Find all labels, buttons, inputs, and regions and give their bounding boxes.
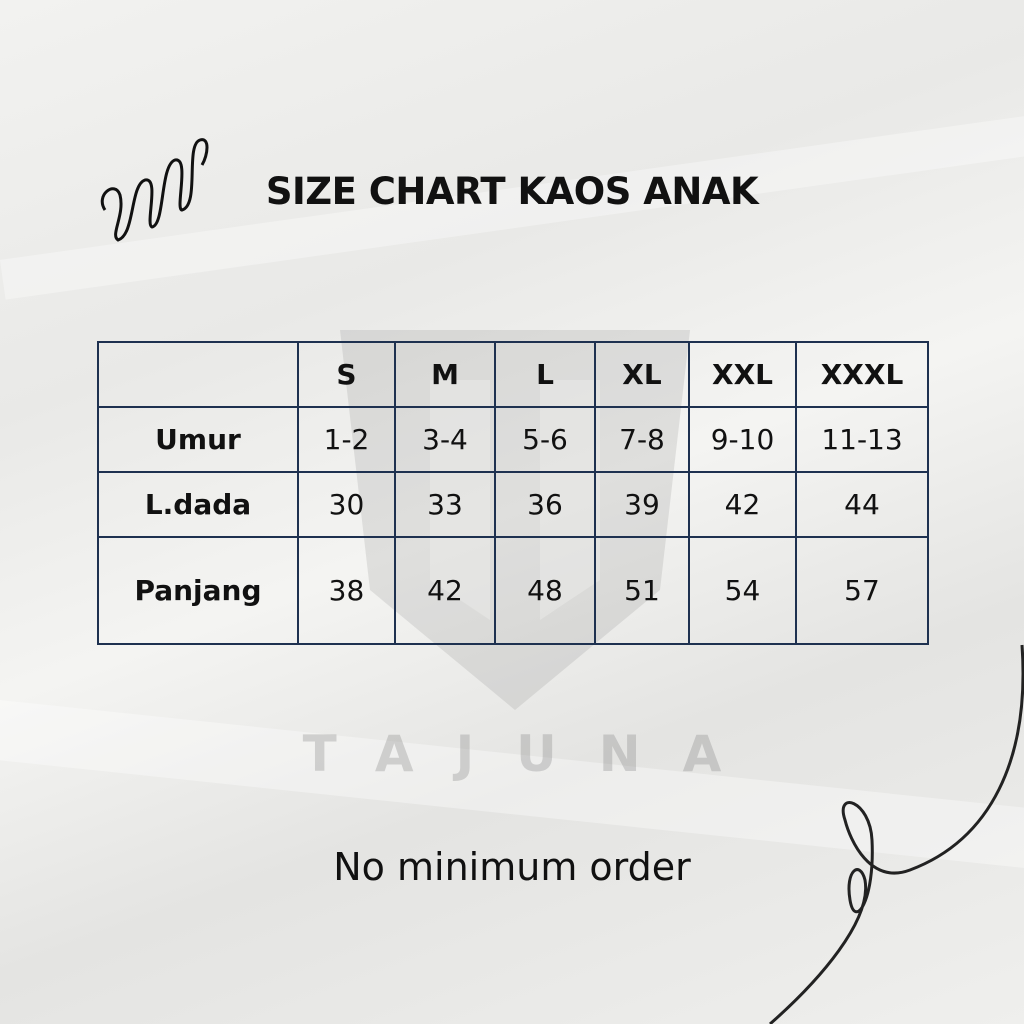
header-cell: L xyxy=(494,341,596,408)
table-cell: 44 xyxy=(795,471,929,538)
table-cell: 1-2 xyxy=(297,406,396,473)
header-cell: XL xyxy=(594,341,690,408)
table-cell: 57 xyxy=(795,536,929,645)
table-cell: 51 xyxy=(594,536,690,645)
header-cell: XXL xyxy=(688,341,797,408)
header-cell: M xyxy=(394,341,496,408)
header-cell: XXXL xyxy=(795,341,929,408)
watermark-text: TAJUNA xyxy=(302,725,764,783)
table-cell: 39 xyxy=(594,471,690,538)
table-cell: 3-4 xyxy=(394,406,496,473)
table-cell: 48 xyxy=(494,536,596,645)
table-cell: 36 xyxy=(494,471,596,538)
table-cell: 33 xyxy=(394,471,496,538)
table-row: L.dada 30 33 36 39 42 44 xyxy=(97,471,929,538)
table-cell: 5-6 xyxy=(494,406,596,473)
size-chart-table: S M L XL XXL XXXL Umur 1-2 3-4 5-6 7-8 9… xyxy=(97,341,929,645)
row-label: Umur xyxy=(97,406,299,473)
header-cell xyxy=(97,341,299,408)
loop-string-doodle-icon xyxy=(769,644,1024,1024)
table-cell: 54 xyxy=(688,536,797,645)
row-label: Panjang xyxy=(97,536,299,645)
table-row: Panjang 38 42 48 51 54 57 xyxy=(97,536,929,645)
footer-note: No minimum order xyxy=(333,845,691,889)
table-cell: 11-13 xyxy=(795,406,929,473)
table-cell: 42 xyxy=(688,471,797,538)
row-label: L.dada xyxy=(97,471,299,538)
table-header-row: S M L XL XXL XXXL xyxy=(97,341,929,408)
squiggle-doodle-icon xyxy=(100,138,209,242)
table-cell: 42 xyxy=(394,536,496,645)
table-row: Umur 1-2 3-4 5-6 7-8 9-10 11-13 xyxy=(97,406,929,473)
page-title: SIZE CHART KAOS ANAK xyxy=(265,170,759,213)
table-cell: 30 xyxy=(297,471,396,538)
header-cell: S xyxy=(297,341,396,408)
table-cell: 38 xyxy=(297,536,396,645)
table-cell: 9-10 xyxy=(688,406,797,473)
table-cell: 7-8 xyxy=(594,406,690,473)
